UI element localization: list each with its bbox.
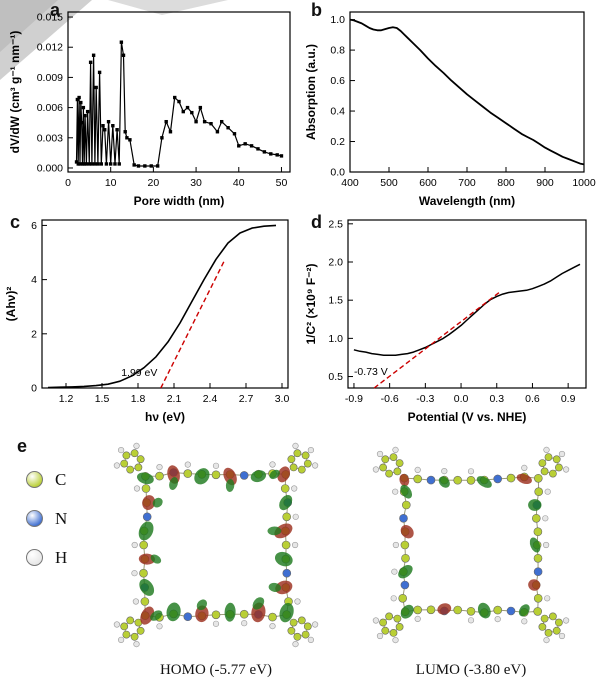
lumo-caption: LUMO (-3.80 eV)	[415, 662, 527, 678]
svg-text:0.4: 0.4	[330, 106, 345, 118]
carbon-sphere-icon	[26, 471, 43, 488]
svg-text:2.5: 2.5	[328, 218, 343, 230]
legend-label-nitrogen: N	[55, 508, 68, 528]
svg-text:-0.3: -0.3	[416, 393, 434, 405]
scan-artifact	[0, 0, 228, 80]
svg-text:-0.9: -0.9	[345, 393, 363, 405]
svg-text:40: 40	[233, 177, 245, 189]
svg-text:1.99 eV: 1.99 eV	[121, 367, 157, 379]
svg-text:0.009: 0.009	[37, 72, 63, 84]
panel-e: e C N H HOMO (-5.77 eV) LUMO (-3.80 eV)	[0, 430, 600, 691]
panel-label-c: c	[10, 212, 21, 232]
svg-text:2: 2	[31, 328, 37, 340]
svg-text:1.2: 1.2	[59, 393, 74, 405]
panel-b: b 400 500 600 700 800 900 1000 0.0 0.2 0.4 0.6 0.8 1…	[302, 0, 596, 210]
svg-text:Absorption (a.u.): Absorption (a.u.)	[304, 44, 318, 140]
homo-caption: HOMO (-5.77 eV)	[159, 662, 273, 678]
svg-text:6: 6	[31, 220, 37, 232]
svg-text:20: 20	[148, 177, 160, 189]
svg-text:1.5: 1.5	[328, 295, 343, 307]
svg-text:hν (eV): hν (eV)	[145, 410, 185, 424]
svg-text:2.7: 2.7	[239, 393, 254, 405]
svg-text:0.6: 0.6	[525, 393, 540, 405]
svg-text:0.000: 0.000	[37, 162, 63, 174]
svg-text:2.4: 2.4	[203, 393, 218, 405]
svg-text:1.0: 1.0	[330, 14, 345, 26]
tauc-plot: 1.2 1.5 1.8 2.1 2.4 2.7 3.0 0 2 4 6 hν (eV) (Ahν)² 1.…	[4, 219, 290, 424]
svg-text:50: 50	[276, 177, 288, 189]
absorption-spectrum-plot: 400 500 600 700 800 900 1000 0.0 0.2 0.4 0.6 0.8 1.0…	[304, 11, 596, 208]
svg-text:1/C² (×10⁹ F⁻²): 1/C² (×10⁹ F⁻²)	[304, 263, 318, 344]
svg-text:0.006: 0.006	[37, 102, 63, 114]
svg-text:0.2: 0.2	[330, 136, 345, 148]
panel-label-b: b	[311, 0, 322, 20]
svg-text:0.003: 0.003	[37, 132, 63, 144]
svg-text:4: 4	[31, 274, 37, 286]
panel-c: c 1.2 1.5 1.8 2.1 2.4 2.7 3.0 0 2 4 6 hν (eV) (Ahν)²…	[2, 212, 300, 426]
svg-text:1000: 1000	[572, 177, 596, 189]
pore-size-distribution-plot: 0 10 20 30 40 50 0.000 0.003 0.006 0.009 0.012 0.01…	[8, 11, 291, 208]
nitrogen-sphere-icon	[26, 510, 43, 527]
svg-text:dV/dW (cm³ g⁻¹ nm⁻¹): dV/dW (cm³ g⁻¹ nm⁻¹)	[8, 31, 22, 154]
svg-text:700: 700	[458, 177, 476, 189]
legend-label-carbon: C	[55, 469, 67, 489]
panel-label-d: d	[311, 212, 322, 232]
atom-color-legend: C N H	[26, 460, 67, 577]
svg-text:Potential (V vs. NHE): Potential (V vs. NHE)	[408, 410, 527, 424]
svg-text:800: 800	[497, 177, 515, 189]
hydrogen-sphere-icon	[26, 549, 43, 566]
svg-text:-0.6: -0.6	[381, 393, 399, 405]
svg-text:1.8: 1.8	[131, 393, 146, 405]
svg-text:Pore width (nm): Pore width (nm)	[134, 194, 225, 208]
top-sliver-shade	[108, 0, 228, 15]
svg-text:Wavelength (nm): Wavelength (nm)	[419, 194, 515, 208]
svg-text:0.3: 0.3	[489, 393, 504, 405]
svg-text:0.5: 0.5	[328, 371, 343, 383]
svg-text:0: 0	[65, 177, 71, 189]
homo-orbital-rendering	[113, 442, 319, 648]
svg-text:(Ahν)²: (Ahν)²	[4, 287, 18, 322]
panel-d: d -0.9 -0.6 -0.3 0.0 0.3 0.6 0.9 0.5 1.0 1.5 2.0 2.…	[302, 212, 596, 426]
svg-text:400: 400	[341, 177, 359, 189]
svg-text:10: 10	[105, 177, 117, 189]
lumo-orbital-rendering	[372, 446, 570, 644]
svg-text:0: 0	[31, 383, 37, 395]
svg-text:2.1: 2.1	[167, 393, 182, 405]
svg-text:-0.73 V: -0.73 V	[354, 366, 388, 378]
legend-item-hydrogen: H	[26, 538, 67, 577]
svg-text:1.0: 1.0	[328, 333, 343, 345]
svg-text:0.012: 0.012	[37, 42, 63, 54]
svg-text:600: 600	[419, 177, 437, 189]
legend-item-nitrogen: N	[26, 499, 67, 538]
svg-text:1.5: 1.5	[95, 393, 110, 405]
svg-text:0.015: 0.015	[37, 12, 63, 24]
svg-text:3.0: 3.0	[275, 393, 290, 405]
svg-text:0.0: 0.0	[330, 167, 345, 179]
svg-text:0.8: 0.8	[330, 45, 345, 57]
svg-text:0.0: 0.0	[454, 393, 469, 405]
svg-text:900: 900	[536, 177, 554, 189]
svg-text:0.6: 0.6	[330, 75, 345, 87]
svg-text:30: 30	[190, 177, 202, 189]
legend-label-hydrogen: H	[55, 547, 68, 567]
panel-a: a 0 10 20 30 40 50 0.000 0.003 0.006 0.009 0.012 0.…	[6, 0, 300, 210]
legend-item-carbon: C	[26, 460, 67, 499]
panel-label-a: a	[50, 0, 61, 20]
corner-shade-dark	[0, 0, 58, 52]
mott-schottky-plot: -0.9 -0.6 -0.3 0.0 0.3 0.6 0.9 0.5 1.0 1.5 2.0 2.5 P…	[304, 218, 587, 424]
svg-text:500: 500	[380, 177, 398, 189]
svg-text:2.0: 2.0	[328, 257, 343, 269]
panel-label-e: e	[17, 436, 28, 456]
svg-text:0.9: 0.9	[561, 393, 576, 405]
